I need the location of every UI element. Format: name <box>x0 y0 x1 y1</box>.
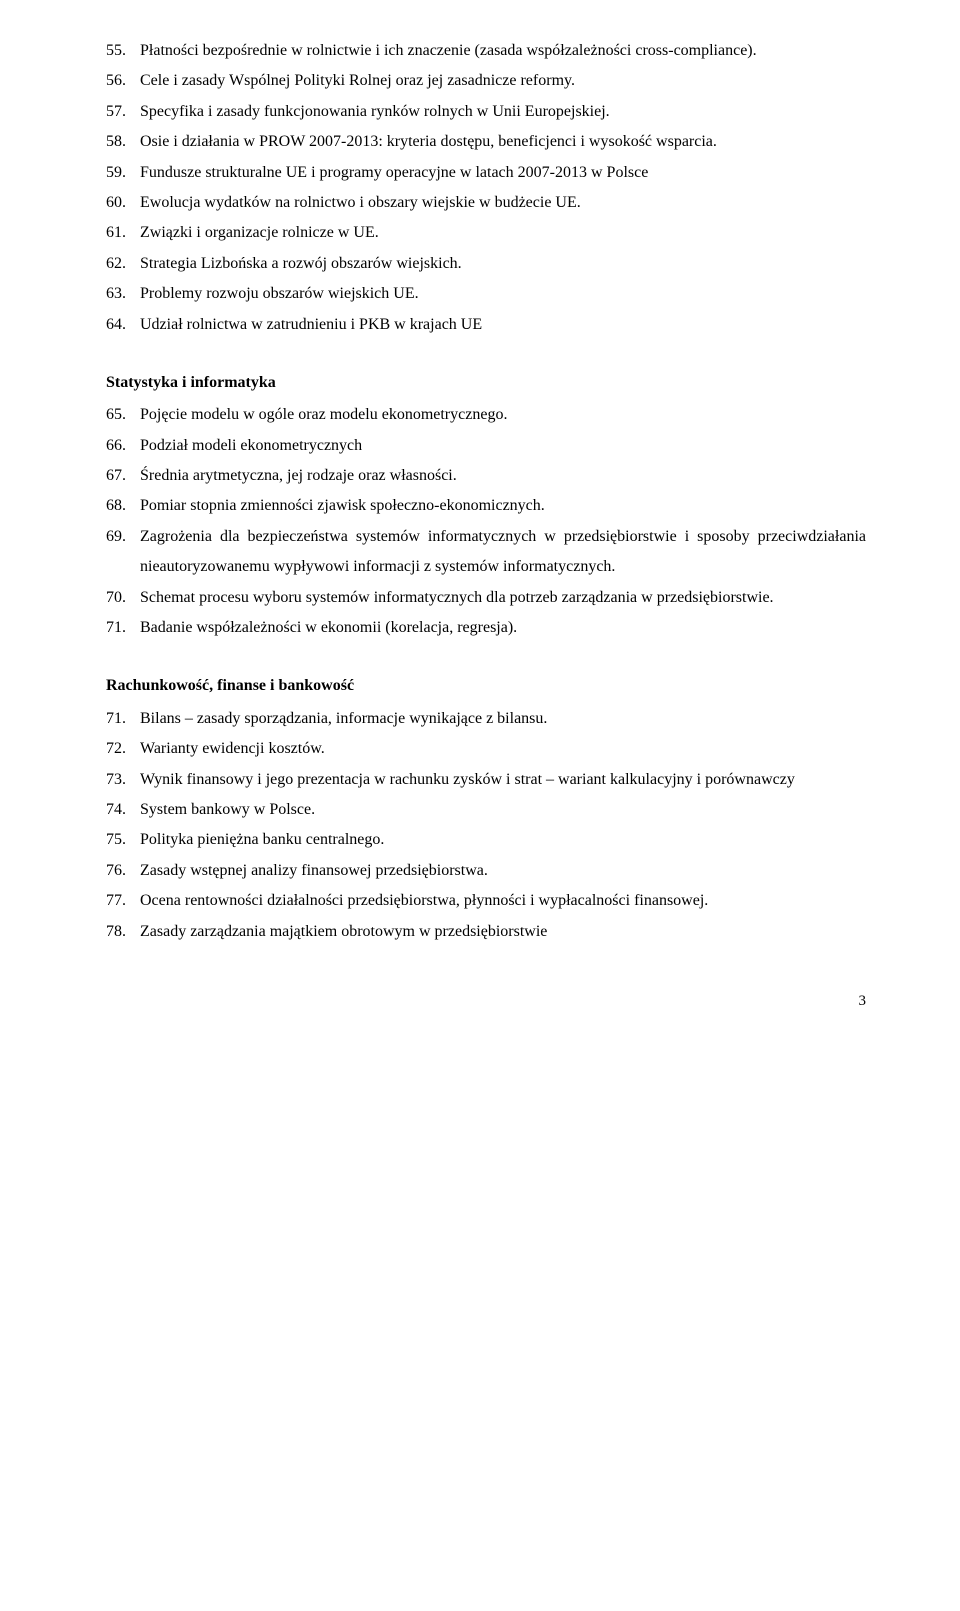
list-item-number: 59. <box>106 158 140 188</box>
list-item-text: Zasady zarządzania majątkiem obrotowym w… <box>140 917 866 947</box>
list-item: 65.Pojęcie modelu w ogóle oraz modelu ek… <box>106 400 866 430</box>
list-item: 72.Warianty ewidencji kosztów. <box>106 734 866 764</box>
list-item-number: 68. <box>106 491 140 521</box>
list-item-number: 67. <box>106 461 140 491</box>
list-item-text: System bankowy w Polsce. <box>140 795 866 825</box>
list-item-number: 65. <box>106 400 140 430</box>
list-item-number: 55. <box>106 36 140 66</box>
list-item-text: Płatności bezpośrednie w rolnictwie i ic… <box>140 36 866 66</box>
list-item-number: 71. <box>106 613 140 643</box>
list-item: 57.Specyfika i zasady funkcjonowania ryn… <box>106 97 866 127</box>
list-item-text: Ewolucja wydatków na rolnictwo i obszary… <box>140 188 866 218</box>
list-item: 78.Zasady zarządzania majątkiem obrotowy… <box>106 917 866 947</box>
list-item-number: 69. <box>106 522 140 583</box>
list-item-number: 58. <box>106 127 140 157</box>
page-number: 3 <box>106 987 866 1016</box>
list-item-text: Problemy rozwoju obszarów wiejskich UE. <box>140 279 866 309</box>
list-item: 74.System bankowy w Polsce. <box>106 795 866 825</box>
list-item-number: 71. <box>106 704 140 734</box>
heading-fin: Rachunkowość, finanse i bankowość <box>106 671 866 701</box>
list-item-number: 63. <box>106 279 140 309</box>
list-item-number: 66. <box>106 431 140 461</box>
list-item: 67.Średnia arytmetyczna, jej rodzaje ora… <box>106 461 866 491</box>
list-item: 71.Bilans – zasady sporządzania, informa… <box>106 704 866 734</box>
list-item-text: Strategia Lizbońska a rozwój obszarów wi… <box>140 249 866 279</box>
list-item-number: 77. <box>106 886 140 916</box>
list-item-text: Podział modeli ekonometrycznych <box>140 431 866 461</box>
list-fin: 71.Bilans – zasady sporządzania, informa… <box>106 704 866 947</box>
list-item: 58.Osie i działania w PROW 2007-2013: kr… <box>106 127 866 157</box>
list-item-text: Specyfika i zasady funkcjonowania rynków… <box>140 97 866 127</box>
list-item: 77.Ocena rentowności działalności przeds… <box>106 886 866 916</box>
list-item-number: 70. <box>106 583 140 613</box>
list-item: 56.Cele i zasady Wspólnej Polityki Rolne… <box>106 66 866 96</box>
list-item: 62.Strategia Lizbońska a rozwój obszarów… <box>106 249 866 279</box>
list-stats: 65.Pojęcie modelu w ogóle oraz modelu ek… <box>106 400 866 643</box>
list-item: 69.Zagrożenia dla bezpieczeństwa systemó… <box>106 522 866 583</box>
heading-stats: Statystyka i informatyka <box>106 368 866 398</box>
list-item-number: 72. <box>106 734 140 764</box>
list-item-text: Badanie współzależności w ekonomii (kore… <box>140 613 866 643</box>
list-item: 64.Udział rolnictwa w zatrudnieniu i PKB… <box>106 310 866 340</box>
list-item: 55.Płatności bezpośrednie w rolnictwie i… <box>106 36 866 66</box>
list-item: 76.Zasady wstępnej analizy finansowej pr… <box>106 856 866 886</box>
list-item-number: 60. <box>106 188 140 218</box>
list-item-text: Warianty ewidencji kosztów. <box>140 734 866 764</box>
list-item-number: 62. <box>106 249 140 279</box>
list-item-text: Zasady wstępnej analizy finansowej przed… <box>140 856 866 886</box>
list-item-text: Ocena rentowności działalności przedsięb… <box>140 886 866 916</box>
list-item: 59.Fundusze strukturalne UE i programy o… <box>106 158 866 188</box>
list-item-text: Średnia arytmetyczna, jej rodzaje oraz w… <box>140 461 866 491</box>
list-item: 75.Polityka pieniężna banku centralnego. <box>106 825 866 855</box>
list-item-number: 74. <box>106 795 140 825</box>
list-item: 66.Podział modeli ekonometrycznych <box>106 431 866 461</box>
list-item-text: Wynik finansowy i jego prezentacja w rac… <box>140 765 866 795</box>
list-item-number: 56. <box>106 66 140 96</box>
list-item: 61.Związki i organizacje rolnicze w UE. <box>106 218 866 248</box>
list-item-text: Pojęcie modelu w ogóle oraz modelu ekono… <box>140 400 866 430</box>
list-item-number: 73. <box>106 765 140 795</box>
list-item-text: Fundusze strukturalne UE i programy oper… <box>140 158 866 188</box>
list-item-number: 75. <box>106 825 140 855</box>
list-item: 60.Ewolucja wydatków na rolnictwo i obsz… <box>106 188 866 218</box>
list-item: 71.Badanie współzależności w ekonomii (k… <box>106 613 866 643</box>
list-item-text: Osie i działania w PROW 2007-2013: kryte… <box>140 127 866 157</box>
list-item-number: 76. <box>106 856 140 886</box>
list-item-text: Zagrożenia dla bezpieczeństwa systemów i… <box>140 522 866 583</box>
list-item-number: 61. <box>106 218 140 248</box>
list-item: 73.Wynik finansowy i jego prezentacja w … <box>106 765 866 795</box>
list-item-text: Pomiar stopnia zmienności zjawisk społec… <box>140 491 866 521</box>
list-item-text: Udział rolnictwa w zatrudnieniu i PKB w … <box>140 310 866 340</box>
list-top: 55.Płatności bezpośrednie w rolnictwie i… <box>106 36 866 340</box>
list-item-text: Polityka pieniężna banku centralnego. <box>140 825 866 855</box>
list-item-text: Związki i organizacje rolnicze w UE. <box>140 218 866 248</box>
list-item-number: 78. <box>106 917 140 947</box>
list-item-text: Bilans – zasady sporządzania, informacje… <box>140 704 866 734</box>
list-item: 68.Pomiar stopnia zmienności zjawisk spo… <box>106 491 866 521</box>
list-item-number: 64. <box>106 310 140 340</box>
list-item-number: 57. <box>106 97 140 127</box>
list-item: 70.Schemat procesu wyboru systemów infor… <box>106 583 866 613</box>
list-item-text: Schemat procesu wyboru systemów informat… <box>140 583 866 613</box>
list-item: 63.Problemy rozwoju obszarów wiejskich U… <box>106 279 866 309</box>
list-item-text: Cele i zasady Wspólnej Polityki Rolnej o… <box>140 66 866 96</box>
